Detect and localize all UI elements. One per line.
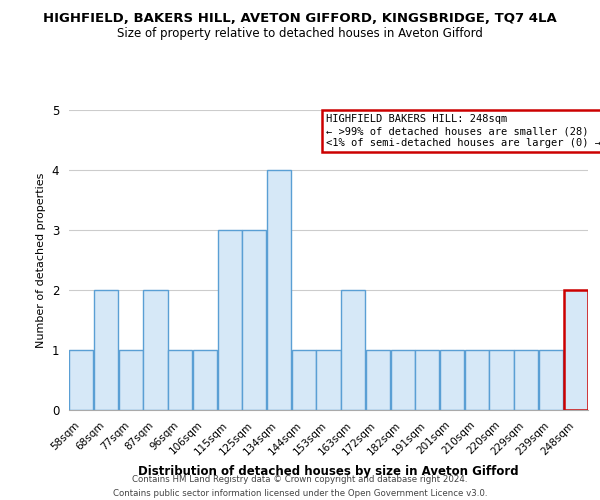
Bar [490,350,514,410]
Text: HIGHFIELD BAKERS HILL: 248sqm
← >99% of detached houses are smaller (28)
<1% of : HIGHFIELD BAKERS HILL: 248sqm ← >99% of … [326,114,600,148]
Bar [218,230,242,410]
Text: HIGHFIELD, BAKERS HILL, AVETON GIFFORD, KINGSBRIDGE, TQ7 4LA: HIGHFIELD, BAKERS HILL, AVETON GIFFORD, … [43,12,557,26]
Bar [391,350,415,410]
Y-axis label: Number of detached properties: Number of detached properties [36,172,46,348]
Bar [242,230,266,410]
Bar [267,170,291,410]
Bar [94,290,118,410]
Bar [168,350,193,410]
Bar [415,350,439,410]
Bar [464,350,489,410]
Text: Contains HM Land Registry data © Crown copyright and database right 2024.
Contai: Contains HM Land Registry data © Crown c… [113,476,487,498]
Bar [563,290,588,410]
Bar [316,350,341,410]
Bar [440,350,464,410]
Bar [69,350,94,410]
Bar [292,350,316,410]
Bar [514,350,538,410]
Bar [539,350,563,410]
Text: Size of property relative to detached houses in Aveton Gifford: Size of property relative to detached ho… [117,28,483,40]
Bar [341,290,365,410]
Bar [193,350,217,410]
Bar [143,290,167,410]
Bar [119,350,143,410]
Bar [366,350,390,410]
X-axis label: Distribution of detached houses by size in Aveton Gifford: Distribution of detached houses by size … [138,465,519,478]
